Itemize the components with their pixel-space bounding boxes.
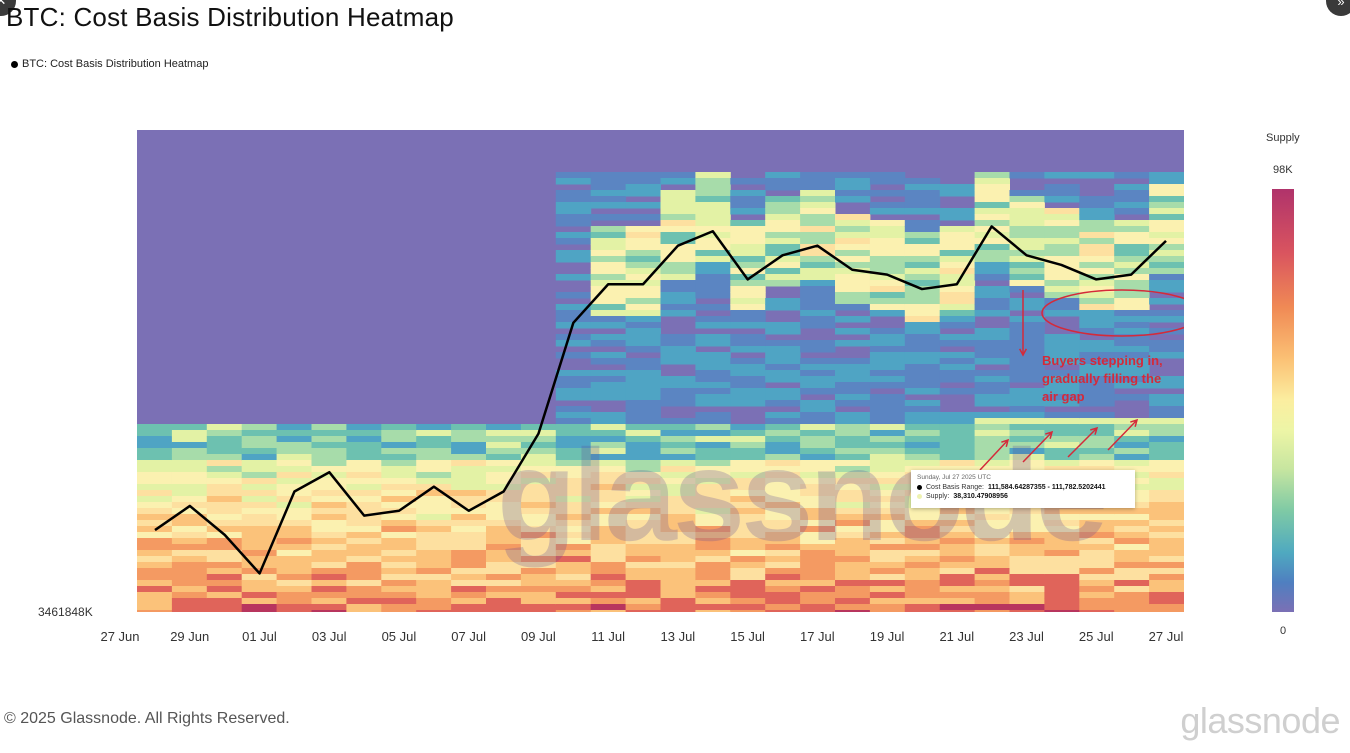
tooltip-supply-row: Supply: 38,310.47908956 [917,493,1129,500]
tooltip-date: Sunday, Jul 27 2025 UTC [917,474,991,481]
price-line [154,225,1184,575]
tooltip-supply-value: 38,310.47908956 [953,493,1008,500]
copyright-text: © 2025 Glassnode. All Rights Reserved. [4,710,290,727]
expand-icon[interactable]: » [1326,0,1350,16]
x-tick-label: 07 Jul [451,629,487,644]
legend-label: BTC: Cost Basis Distribution Heatmap [22,58,209,70]
x-tick-label: 25 Jul [1078,629,1114,644]
colorbar-min-label: 0 [1280,625,1287,637]
hover-tooltip: Sunday, Jul 27 2025 UTC Cost Basis Range… [911,470,1135,508]
colorbar [1272,189,1294,612]
y-axis-min-label: 3461848K [38,605,93,619]
x-tick-label: 03 Jul [311,629,347,644]
x-tick-label: 21 Jul [939,629,975,644]
legend-dot-icon [11,60,18,68]
annotation-line: gradually filling the [1042,371,1162,386]
x-tick-label: 13 Jul [660,629,696,644]
annotation-line: Buyers stepping in, [1042,353,1163,368]
supply-dot-icon [917,494,922,499]
x-tick-label: 11 Jul [591,629,625,644]
tooltip-range-label: Cost Basis Range: [926,484,984,491]
x-tick-label: 15 Jul [730,629,765,644]
x-tick-label: 01 Jul [242,629,277,644]
glassnode-logo: glassnode [1180,700,1340,741]
colorbar-max-label: 98K [1273,164,1293,176]
heatmap-plot-area[interactable]: glassnode [137,130,1184,612]
x-tick-label: 27 Jul [1148,629,1184,644]
colorbar-title: Supply [1266,132,1300,144]
x-tick-label: 23 Jul [1009,629,1044,644]
x-tick-label: 29 Jun [170,629,210,644]
black-dot-icon [917,485,922,490]
tooltip-range-row: Cost Basis Range: 111,584.64287355 - 111… [917,484,1129,491]
x-tick-label: 17 Jul [799,629,835,644]
chart-legend[interactable]: BTC: Cost Basis Distribution Heatmap [11,58,208,70]
x-tick-label: 05 Jul [381,629,417,644]
x-tick-label: 27 Jun [100,629,140,644]
chart-title: BTC: Cost Basis Distribution Heatmap [6,2,454,32]
annotation-line: air gap [1042,389,1085,404]
x-tick-label: 09 Jul [521,629,556,644]
annotation-text: Buyers stepping in, gradually filling th… [1042,352,1163,406]
tooltip-range-value: 111,584.64287355 - 111,782.5202441 [987,484,1106,491]
tooltip-supply-label: Supply: [926,493,950,500]
x-tick-label: 19 Jul [869,629,905,644]
